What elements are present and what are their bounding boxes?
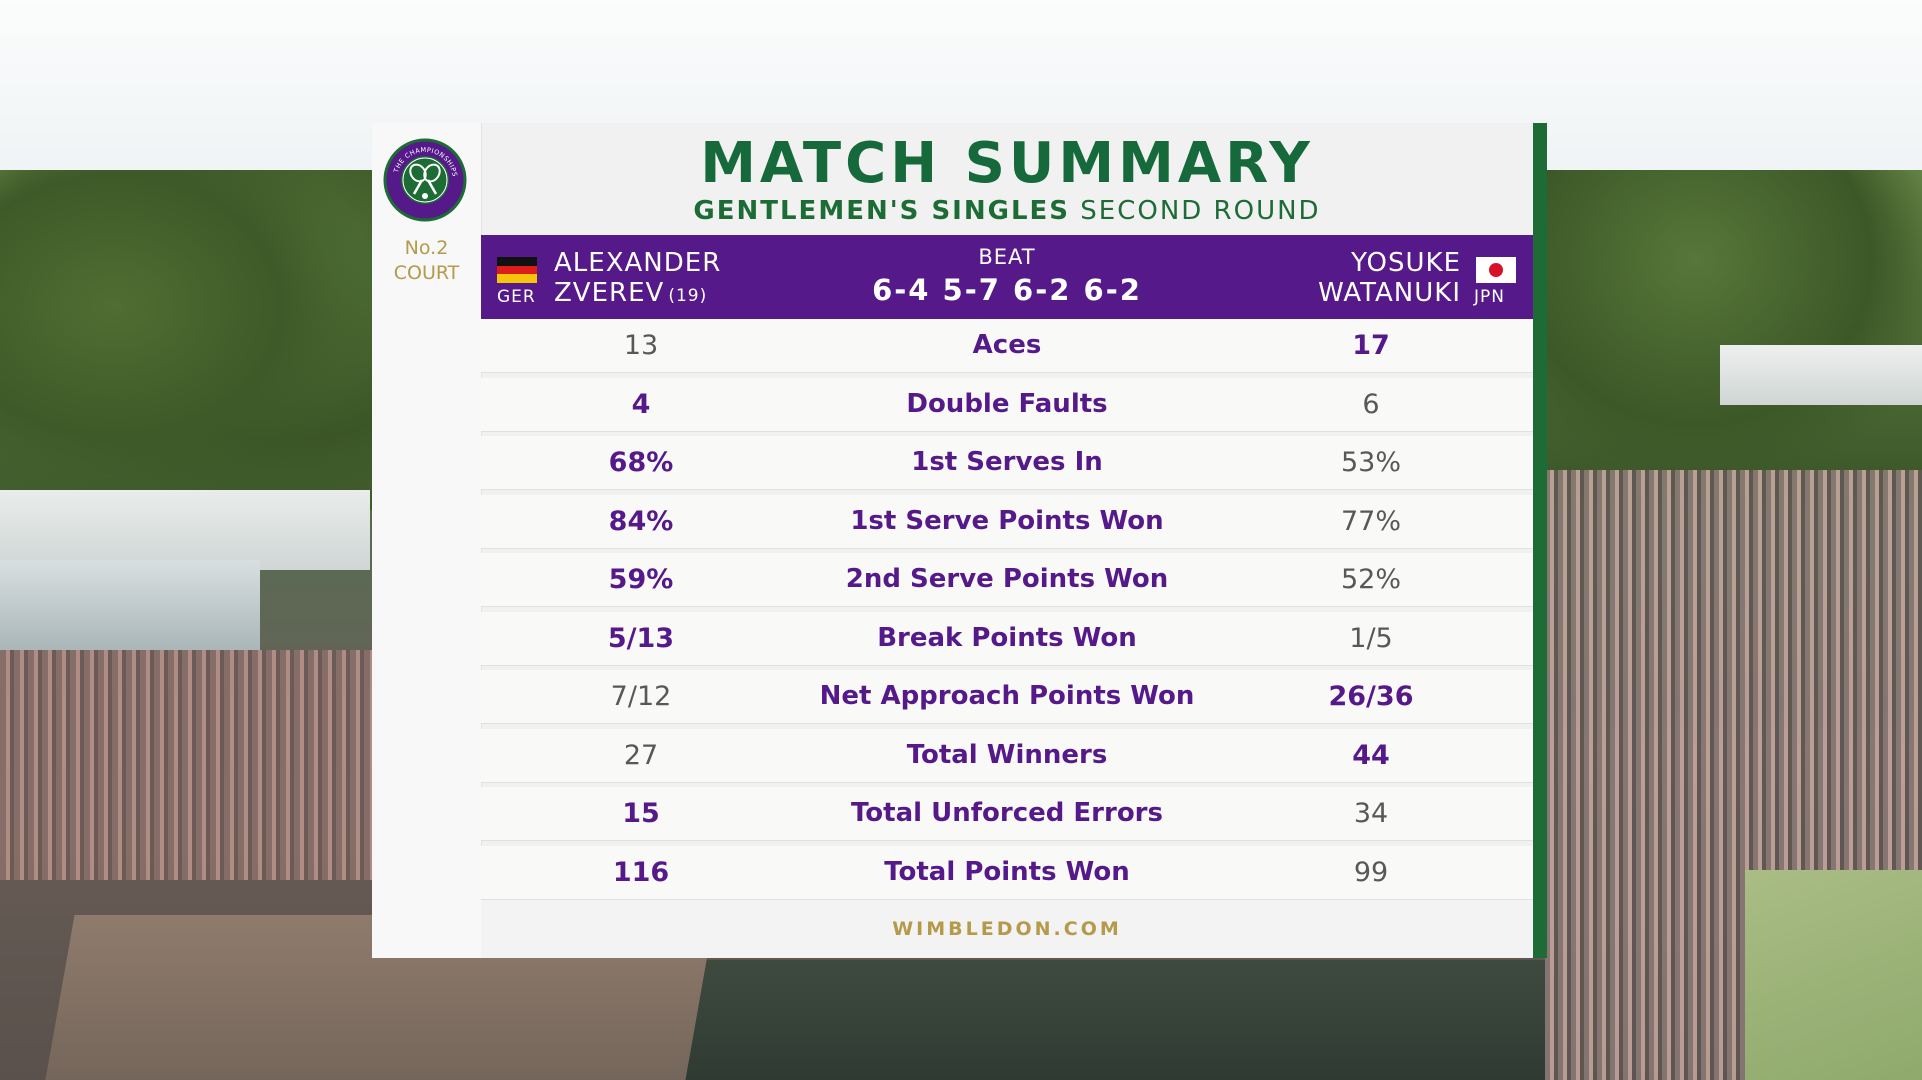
- stat-player2-value: 44: [1352, 739, 1390, 771]
- stat-player1-value: 68%: [608, 447, 674, 478]
- stats-table: 13 Aces 17 4 Double Faults 6 68% 1st Serves In 5…: [481, 319, 1533, 904]
- player1-last-name-line: ZVEREV (19): [554, 277, 707, 312]
- stat-row: 59% 2nd Serve Points Won 52%: [481, 553, 1533, 607]
- stat-player1-value: 116: [612, 856, 670, 888]
- stat-player2-value: 52%: [1340, 564, 1401, 595]
- germany-flag-icon: [497, 257, 537, 283]
- stat-player1-value: 27: [623, 739, 659, 771]
- round-name: SECOND ROUND: [1080, 196, 1321, 226]
- player2-first-name: YOSUKE: [1351, 248, 1461, 278]
- stat-player2-value: 77%: [1340, 505, 1401, 537]
- player1-first-name: ALEXANDER: [554, 248, 722, 278]
- court-label: COURT: [393, 262, 460, 284]
- grass-court: [1745, 870, 1922, 1080]
- stat-row: 5/13 Break Points Won 1/5: [481, 611, 1533, 666]
- stat-label: Double Faults: [906, 388, 1108, 419]
- match-score: 6-4 5-7 6-2 6-2: [872, 273, 1142, 307]
- wimbledon-logo-icon: THE CHAMPIONSHIPS WIMBLEDON: [383, 138, 467, 222]
- stat-label: 2nd Serve Points Won: [845, 564, 1169, 594]
- stat-label: Break Points Won: [877, 622, 1137, 653]
- trees-left: [0, 170, 380, 510]
- stat-player2-value: 34: [1353, 798, 1389, 829]
- stat-row: 68% 1st Serves In 53%: [481, 436, 1533, 490]
- player1-country: GER: [497, 287, 536, 307]
- stat-row: 4 Double Faults 6: [481, 377, 1533, 432]
- court-number: No.2: [404, 237, 449, 259]
- stat-label: 1st Serves In: [911, 447, 1103, 477]
- event-subtitle: GENTLEMEN'S SINGLES SECOND ROUND: [481, 194, 1533, 228]
- stat-row: 84% 1st Serve Points Won 77%: [481, 494, 1533, 549]
- stat-label: Total Points Won: [884, 856, 1130, 887]
- marquee-left: [0, 560, 260, 650]
- stat-row: 15 Total Unforced Errors 34: [481, 787, 1533, 841]
- stat-player2-value: 53%: [1340, 447, 1401, 478]
- player2-country: JPN: [1474, 287, 1505, 307]
- trees-right: [1545, 170, 1922, 470]
- stat-label: Total Unforced Errors: [851, 798, 1163, 828]
- stat-row: 7/12 Net Approach Points Won 26/36: [481, 670, 1533, 724]
- result-label: BEAT: [978, 245, 1036, 269]
- pavilion-roof: [1720, 345, 1922, 405]
- stat-player1-value: 59%: [608, 564, 674, 595]
- player1-last-name: ZVEREV: [554, 278, 665, 308]
- stat-label: 1st Serve Points Won: [850, 505, 1164, 536]
- stat-player2-value: 6: [1362, 388, 1380, 420]
- accent-bar: [1533, 123, 1547, 958]
- page-title: MATCH SUMMARY: [700, 131, 1314, 196]
- stat-player2-value: 99: [1353, 856, 1389, 888]
- player1-seed: (19): [668, 286, 708, 306]
- stat-player1-value: 5/13: [607, 622, 675, 654]
- website-footer: WIMBLEDON.COM: [481, 900, 1533, 958]
- stat-row: 27 Total Winners 44: [481, 728, 1533, 783]
- stat-player1-value: 84%: [608, 505, 674, 537]
- stand-roof-left: [0, 490, 370, 570]
- players-header: GER ALEXANDER ZVEREV (19) BEAT 6-4 5-7 6-…: [481, 235, 1533, 319]
- stat-player2-value: 1/5: [1349, 622, 1393, 654]
- side-column: THE CHAMPIONSHIPS WIMBLEDON No.2 COURT: [372, 123, 482, 958]
- stat-label: Total Winners: [906, 739, 1108, 770]
- player2-last-name: WATANUKI: [1318, 278, 1461, 308]
- stat-row: 13 Aces 17: [481, 319, 1533, 373]
- match-summary-panel: THE CHAMPIONSHIPS WIMBLEDON No.2 COURT M…: [372, 123, 1547, 958]
- stat-label: Aces: [972, 330, 1042, 360]
- stat-player1-value: 15: [622, 798, 660, 829]
- stat-player2-value: 26/36: [1328, 681, 1414, 712]
- stat-label: Net Approach Points Won: [819, 681, 1195, 711]
- stat-player1-value: 7/12: [610, 681, 672, 712]
- stat-player1-value: 13: [623, 330, 659, 361]
- stat-row: 116 Total Points Won 99: [481, 845, 1533, 900]
- japan-flag-icon: [1476, 257, 1516, 283]
- stat-player2-value: 17: [1352, 330, 1390, 361]
- event-name: GENTLEMEN'S SINGLES: [693, 196, 1070, 226]
- crowd-left: [0, 650, 380, 880]
- stat-player1-value: 4: [631, 388, 651, 420]
